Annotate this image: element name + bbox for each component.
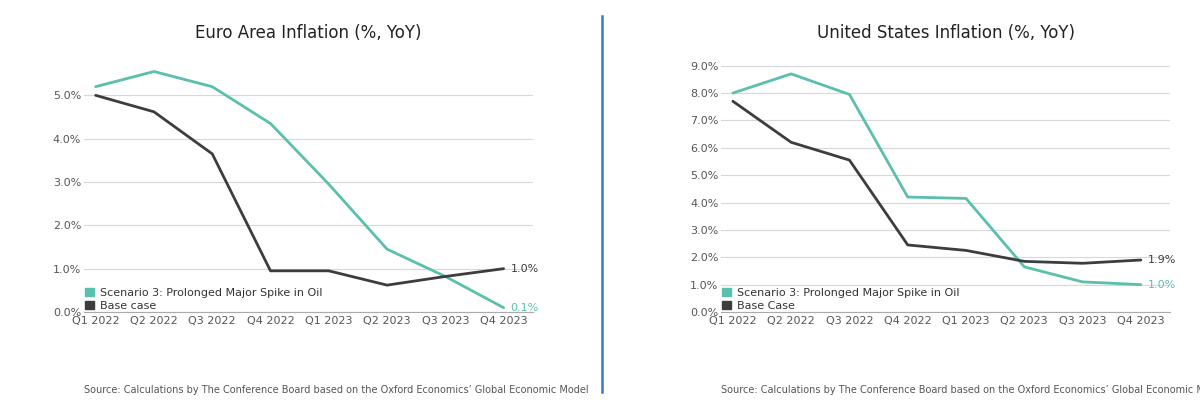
Text: 1.0%: 1.0% bbox=[511, 264, 539, 274]
Text: 0.1%: 0.1% bbox=[511, 303, 539, 313]
Title: United States Inflation (%, YoY): United States Inflation (%, YoY) bbox=[817, 24, 1075, 42]
Text: 1.9%: 1.9% bbox=[1148, 255, 1176, 265]
Legend: Scenario 3: Prolonged Major Spike in Oil, Base Case: Scenario 3: Prolonged Major Spike in Oil… bbox=[722, 288, 959, 311]
Text: Source: Calculations by The Conference Board based on the Oxford Economics’ Glob: Source: Calculations by The Conference B… bbox=[84, 385, 589, 395]
Text: Source: Calculations by The Conference Board based on the Oxford Economics’ Glob: Source: Calculations by The Conference B… bbox=[721, 385, 1200, 395]
Title: Euro Area Inflation (%, YoY): Euro Area Inflation (%, YoY) bbox=[196, 24, 421, 42]
Text: 1.0%: 1.0% bbox=[1148, 280, 1176, 290]
Legend: Scenario 3: Prolonged Major Spike in Oil, Base case: Scenario 3: Prolonged Major Spike in Oil… bbox=[85, 288, 322, 311]
